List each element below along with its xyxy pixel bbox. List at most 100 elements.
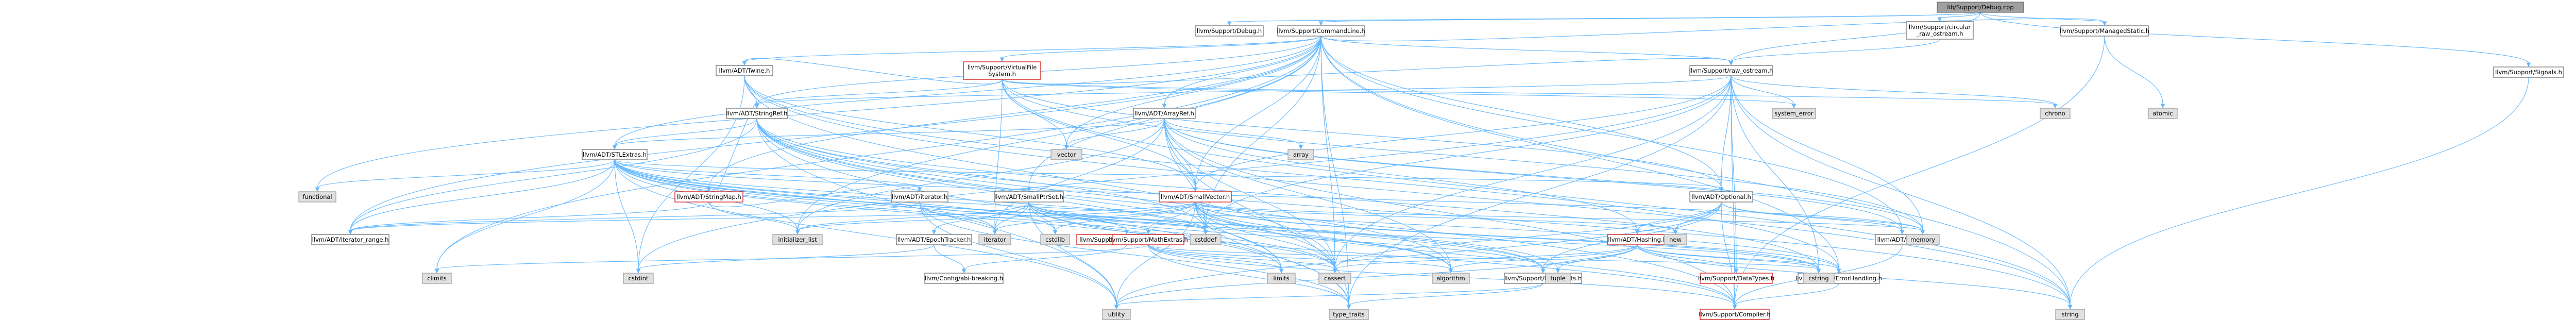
node-initializer_list: initializer_list <box>772 234 823 245</box>
node-label: vector <box>1057 151 1076 158</box>
edge-cmdline-to-twine <box>742 36 1321 66</box>
node-stlextras[interactable]: llvm/ADT/STLExtras.h <box>582 149 648 160</box>
node-label: llvm/ADT/SmallPtrSet.h <box>994 193 1063 200</box>
node-label: _raw_ostream.h <box>1916 30 1963 38</box>
node-cstring: cstring <box>1803 273 1835 284</box>
node-label: llvm/Support/ManagedStatic.h <box>2060 27 2149 35</box>
edge-arrayref-to-stlextras <box>612 118 1165 150</box>
node-label: llvm/Support/circular <box>1909 24 1971 31</box>
edge-mathextras-to-limits <box>1148 244 1284 274</box>
node-mathextras[interactable]: llvm/Support/MathExtras.h <box>1109 234 1188 245</box>
node-label: iterator <box>984 236 1006 243</box>
node-cstdint: cstdint <box>623 273 654 284</box>
edge-root-to-signals <box>1980 12 2531 68</box>
edge-vfs-to-twine <box>742 58 1003 85</box>
edge-hashing-to-cstring <box>1637 244 1821 274</box>
node-arrayref[interactable]: llvm/ADT/ArrayRef.h <box>1133 108 1196 119</box>
edge-root-to-circular <box>1937 12 1981 22</box>
edge-root-to-cmdline <box>1318 12 1981 26</box>
edge-stringref-to-compiler <box>756 118 1737 310</box>
node-label: limits <box>1273 275 1289 282</box>
node-debug_h[interactable]: llvm/Support/Debug.h <box>1195 25 1264 37</box>
edge-stlextras-to-optional <box>614 159 1724 192</box>
node-circular[interactable]: llvm/Support/circular_raw_ostream.h <box>1906 21 1974 40</box>
node-smallptrset[interactable]: llvm/ADT/SmallPtrSet.h <box>994 191 1064 203</box>
edge-stlextras-to-climits <box>434 159 615 274</box>
edge-stlextras-to-iterator_range <box>348 159 615 235</box>
node-string: string <box>2055 309 2085 320</box>
edge-hashing-to-datatypes <box>1637 244 1739 274</box>
node-functional: functional <box>298 191 336 203</box>
edge-raw_ostream-to-chrono <box>1731 75 2058 109</box>
node-epochtracker[interactable]: llvm/ADT/EpochTracker.h <box>896 234 972 245</box>
edge-hashing-to-cassert <box>1332 244 1638 274</box>
node-label: llvm/ADT/STLExtras.h <box>583 151 647 158</box>
edge-managedstatic-to-atomic <box>2104 36 2165 109</box>
node-climits: climits <box>422 273 452 284</box>
edge-stringmap-to-stringref <box>708 103 759 205</box>
node-label: cassert <box>1324 275 1346 282</box>
node-array: array <box>1287 149 1314 160</box>
node-label: algorithm <box>1436 275 1465 282</box>
node-chrono: chrono <box>2040 108 2071 119</box>
edge-cmdline-to-vfs <box>999 36 1321 62</box>
node-label: llvm/Support/MathExtras.h <box>1109 236 1188 243</box>
node-hashing[interactable]: llvm/ADT/Hashing.h <box>1607 234 1668 245</box>
edge-smallptrset-to-compiler <box>1028 201 1737 310</box>
node-vector: vector <box>1050 149 1082 160</box>
node-managedstatic[interactable]: llvm/Support/ManagedStatic.h <box>2060 25 2149 37</box>
node-label: utility <box>1108 311 1125 318</box>
node-label: initializer_list <box>778 236 817 243</box>
edge-type_traits_llvm-to-type_traits <box>1346 283 1544 310</box>
node-configabi[interactable]: llvm/Config/abi-breaking.h <box>924 273 1004 284</box>
edge-mathextras-to-climits <box>434 244 1149 274</box>
edge-smallvector-to-iterator_range <box>348 201 1196 235</box>
node-label: type_traits <box>1333 311 1364 318</box>
edge-optional-to-hashing <box>1635 201 1722 235</box>
node-stringmap[interactable]: llvm/ADT/StringMap.h <box>674 191 743 203</box>
node-label: llvm/ADT/iterator_range.h <box>312 236 389 243</box>
node-label: cstddef <box>1195 236 1217 243</box>
node-label: array <box>1293 151 1309 158</box>
node-iterator[interactable]: llvm/ADT/iterator.h <box>891 191 948 203</box>
node-cmdline[interactable]: llvm/Support/CommandLine.h <box>1277 25 1365 37</box>
node-label: llvm/ADT/SmallVector.h <box>1161 193 1230 200</box>
node-label: system_error <box>1774 110 1813 117</box>
node-datatypes[interactable]: llvm/Support/DataTypes.h <box>1698 273 1774 284</box>
node-twine[interactable]: llvm/ADT/Twine.h <box>716 65 773 76</box>
node-optional[interactable]: llvm/ADT/Optional.h <box>1689 191 1753 203</box>
edge-stlextras-to-functional <box>315 159 615 192</box>
edge-type_traits_llvm-to-utility <box>1114 283 1544 310</box>
node-smallvector[interactable]: llvm/ADT/SmallVector.h <box>1159 191 1232 203</box>
node-label: llvm/Support/VirtualFile <box>968 64 1037 71</box>
node-label: functional <box>302 193 332 200</box>
node-label: atomic <box>2153 110 2173 117</box>
node-tuple: tuple <box>1545 273 1571 284</box>
node-utility: utility <box>1102 309 1131 320</box>
node-label: string <box>2061 311 2078 318</box>
edge-stringref-to-algorithm <box>756 118 1453 274</box>
node-iterator_range[interactable]: llvm/ADT/iterator_range.h <box>311 234 389 245</box>
edge-stringmap-to-iterator_range <box>348 201 709 235</box>
node-stringref[interactable]: llvm/ADT/StringRef.h <box>726 108 788 119</box>
node-label: chrono <box>2045 110 2065 117</box>
graph-edges <box>315 12 2531 310</box>
edge-cmdline-to-managedstatic <box>1320 18 2107 42</box>
node-label: climits <box>427 275 447 282</box>
node-label: llvm/ADT/EpochTracker.h <box>897 236 971 243</box>
edge-errorhandling-to-compiler <box>1732 283 1839 310</box>
node-label: new <box>1669 236 1682 243</box>
node-raw_ostream[interactable]: llvm/Support/raw_ostream.h <box>1689 65 1773 76</box>
node-root[interactable]: lib/Support/Debug.cpp <box>1937 2 2024 13</box>
node-compiler[interactable]: llvm/Support/Compiler.h <box>1699 309 1771 320</box>
edge-cmdline-to-climits <box>434 36 1321 274</box>
edge-optional-to-memory <box>1721 201 1925 235</box>
node-label: llvm/ADT/Hashing.h <box>1608 236 1667 243</box>
node-system_error: system_error <box>1772 108 1816 119</box>
edge-signals-to-string <box>2067 77 2529 310</box>
node-label: llvm/Support/Compiler.h <box>1699 311 1770 318</box>
node-new: new <box>1664 234 1687 245</box>
node-signals[interactable]: llvm/Support/Signals.h <box>2493 66 2564 78</box>
